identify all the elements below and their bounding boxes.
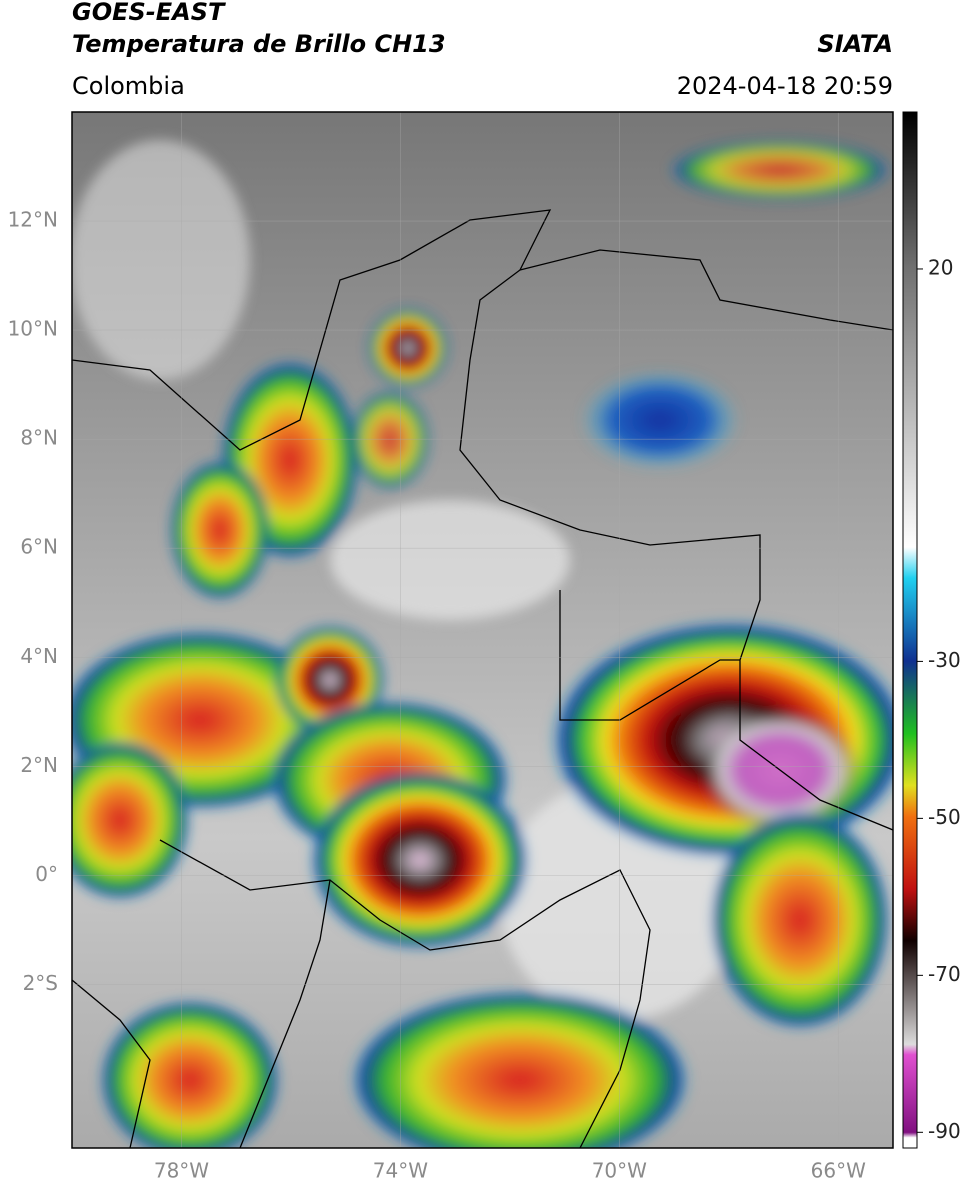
lat-label: 2°S bbox=[23, 971, 58, 995]
colorbar-label: -90 bbox=[928, 1119, 961, 1143]
colorbar-label: 20 bbox=[928, 255, 953, 279]
map-frame bbox=[71, 111, 894, 1149]
source: SIATA bbox=[817, 30, 893, 58]
lat-label: 8°N bbox=[20, 426, 58, 450]
lat-label: 6°N bbox=[20, 535, 58, 559]
colorbar-label: -70 bbox=[928, 962, 961, 986]
colorbar-label: -50 bbox=[928, 805, 961, 829]
lat-label: 10°N bbox=[8, 317, 58, 341]
lat-label: 2°N bbox=[20, 753, 58, 777]
borders bbox=[72, 209, 893, 1148]
lon-label: 74°W bbox=[373, 1159, 428, 1183]
channel: Temperatura de Brillo CH13 bbox=[72, 30, 446, 58]
lat-label: 4°N bbox=[20, 644, 58, 668]
lon-label: 70°W bbox=[592, 1159, 647, 1183]
lon-label: 78°W bbox=[154, 1159, 209, 1183]
lat-label: 12°N bbox=[8, 208, 58, 232]
colorbar bbox=[902, 111, 918, 1149]
lat-label: 0° bbox=[35, 862, 58, 886]
colorbar-label: -30 bbox=[928, 648, 961, 672]
timestamp: 2024-04-18 20:59 bbox=[677, 72, 893, 100]
region: Colombia bbox=[72, 72, 185, 100]
lon-label: 66°W bbox=[811, 1159, 866, 1183]
product: GOES-EAST bbox=[72, 0, 226, 26]
satellite-image bbox=[72, 112, 893, 1148]
